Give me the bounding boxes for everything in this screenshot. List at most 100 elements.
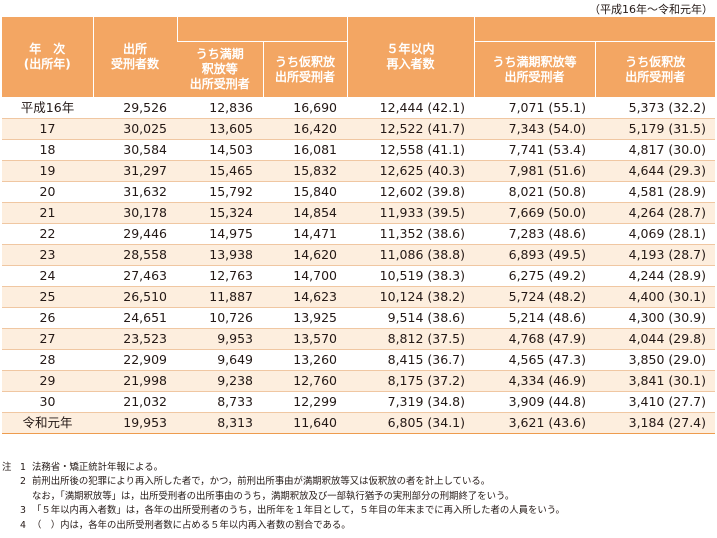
cell-reimprisoned-parole: 4,644 (29.3) [595, 160, 715, 182]
cell-year: 17 [2, 118, 93, 140]
percent-value: (48.2) [548, 289, 586, 304]
cell-reimprisoned-expiry: 7,343 (54.0) [474, 118, 595, 140]
header-released-expiry: うち満期 釈放等 出所受刑者 [177, 41, 263, 98]
count-value: 4,581 [628, 184, 665, 199]
table-row: 23 28,558 13,938 14,620 11,086 (38.8) 6,893 (… [2, 244, 715, 266]
percent-value: (49.2) [548, 268, 586, 283]
percent-value: (53.4) [548, 142, 586, 157]
cell-released: 19,953 [93, 412, 177, 434]
count-value: 6,893 [508, 247, 545, 262]
table-row: 30 21,032 8,733 12,299 7,319 (34.8) 3,909 (44… [2, 391, 715, 413]
count-value: 7,319 [387, 394, 424, 409]
percent-value: (41.7) [427, 121, 465, 136]
percent-value: (51.6) [548, 163, 586, 178]
cell-released: 27,463 [93, 265, 177, 287]
cell-released-expiry: 15,324 [177, 202, 263, 224]
count-value: 4,044 [628, 331, 665, 346]
note-item: 注 1 法務省・矯正統計年報による。 [2, 461, 715, 475]
cell-reimprisoned-expiry: 3,909 (44.8) [474, 391, 595, 413]
count-value: 6,275 [508, 268, 545, 283]
count-value: 7,741 [508, 142, 545, 157]
percent-value: (28.7) [668, 205, 706, 220]
percent-value: (44.8) [548, 394, 586, 409]
count-value: 3,410 [628, 394, 665, 409]
cell-released: 26,510 [93, 286, 177, 308]
header-year: 年 次 (出所年) [2, 17, 93, 98]
table-row: 19 31,297 15,465 15,832 12,625 (40.3) 7,981 (… [2, 160, 715, 182]
count-value: 4,300 [628, 310, 665, 325]
count-value: 4,334 [508, 373, 545, 388]
count-value: 8,021 [508, 184, 545, 199]
percent-value: (32.2) [668, 100, 706, 115]
cell-reimprisoned-parole: 5,373 (32.2) [595, 97, 715, 119]
cell-year: 26 [2, 307, 93, 329]
cell-reimprisoned-parole: 4,069 (28.1) [595, 223, 715, 245]
cell-reimprisoned: 6,805 (34.1) [347, 412, 474, 434]
header-reimprisoned-expiry: うち満期釈放等 出所受刑者 [473, 41, 595, 98]
table-row: 26 24,651 10,726 13,925 9,514 (38.6) 5,214 (4… [2, 307, 715, 329]
cell-released-parole: 14,700 [263, 265, 347, 287]
count-value: 5,179 [628, 121, 665, 136]
cell-released-expiry: 9,953 [177, 328, 263, 350]
cell-released: 31,297 [93, 160, 177, 182]
cell-reimprisoned-parole: 3,850 (29.0) [595, 349, 715, 371]
count-value: 10,519 [379, 268, 424, 283]
cell-reimprisoned: 11,352 (38.6) [347, 223, 474, 245]
cell-reimprisoned: 7,319 (34.8) [347, 391, 474, 413]
cell-year: 27 [2, 328, 93, 350]
cell-reimprisoned-parole: 4,244 (28.9) [595, 265, 715, 287]
cell-year: 30 [2, 391, 93, 413]
cell-reimprisoned: 11,086 (38.8) [347, 244, 474, 266]
count-value: 5,373 [628, 100, 665, 115]
cell-released-expiry: 13,605 [177, 118, 263, 140]
percent-value: (34.1) [427, 415, 465, 430]
cell-released-expiry: 8,733 [177, 391, 263, 413]
percent-value: (38.6) [427, 226, 465, 241]
cell-reimprisoned-expiry: 8,021 (50.8) [474, 181, 595, 203]
count-value: 3,184 [628, 415, 665, 430]
cell-reimprisoned: 8,415 (36.7) [347, 349, 474, 371]
cell-reimprisoned-expiry: 7,071 (55.1) [474, 97, 595, 119]
cell-released-expiry: 12,763 [177, 265, 263, 287]
table-row: 令和元年 19,953 8,313 11,640 6,805 (34.1) 3,621 (… [2, 412, 715, 434]
cell-released-expiry: 14,975 [177, 223, 263, 245]
cell-released-expiry: 15,465 [177, 160, 263, 182]
count-value: 4,644 [628, 163, 665, 178]
count-value: 7,981 [508, 163, 545, 178]
percent-value: (42.1) [427, 100, 465, 115]
cell-reimprisoned: 11,933 (39.5) [347, 202, 474, 224]
table-row: 28 22,909 9,649 13,260 8,415 (36.7) 4,565 (47… [2, 349, 715, 371]
table-row: 20 31,632 15,792 15,840 12,602 (39.8) 8,021 (… [2, 181, 715, 203]
percent-value: (36.7) [427, 352, 465, 367]
table-row: 18 30,584 14,503 16,081 12,558 (41.1) 7,741 (… [2, 139, 715, 161]
cell-reimprisoned-expiry: 4,334 (46.9) [474, 370, 595, 392]
percent-value: (30.0) [668, 142, 706, 157]
cell-reimprisoned-parole: 3,184 (27.4) [595, 412, 715, 434]
cell-released: 30,584 [93, 139, 177, 161]
count-value: 7,071 [508, 100, 545, 115]
cell-released-parole: 14,854 [263, 202, 347, 224]
cell-released-parole: 16,420 [263, 118, 347, 140]
count-value: 8,415 [387, 352, 424, 367]
percent-value: (46.9) [548, 373, 586, 388]
cell-year: 23 [2, 244, 93, 266]
percent-value: (29.8) [668, 331, 706, 346]
count-value: 6,805 [387, 415, 424, 430]
reimprisonment-table: 年 次 (出所年) 出所 受刑者数 ５年以内 再入者数 うち満期 釈放等 出所受… [2, 17, 715, 434]
count-value: 12,602 [379, 184, 424, 199]
cell-year: 令和元年 [2, 412, 93, 434]
count-value: 9,514 [387, 310, 424, 325]
percent-value: (48.6) [548, 310, 586, 325]
table-row: 21 30,178 15,324 14,854 11,933 (39.5) 7,669 (… [2, 202, 715, 224]
cell-released-parole: 11,640 [263, 412, 347, 434]
table-row: 17 30,025 13,605 16,420 12,522 (41.7) 7,343 (… [2, 118, 715, 140]
count-value: 4,244 [628, 268, 665, 283]
count-value: 3,621 [508, 415, 545, 430]
count-value: 12,522 [379, 121, 424, 136]
notes-section: 注 1 法務省・矯正統計年報による。 2 前刑出所後の犯罪により再入所した者で，… [2, 461, 715, 533]
percent-value: (27.4) [668, 415, 706, 430]
cell-reimprisoned: 8,812 (37.5) [347, 328, 474, 350]
cell-reimprisoned-expiry: 4,768 (47.9) [474, 328, 595, 350]
cell-released: 30,178 [93, 202, 177, 224]
percent-value: (29.3) [668, 163, 706, 178]
